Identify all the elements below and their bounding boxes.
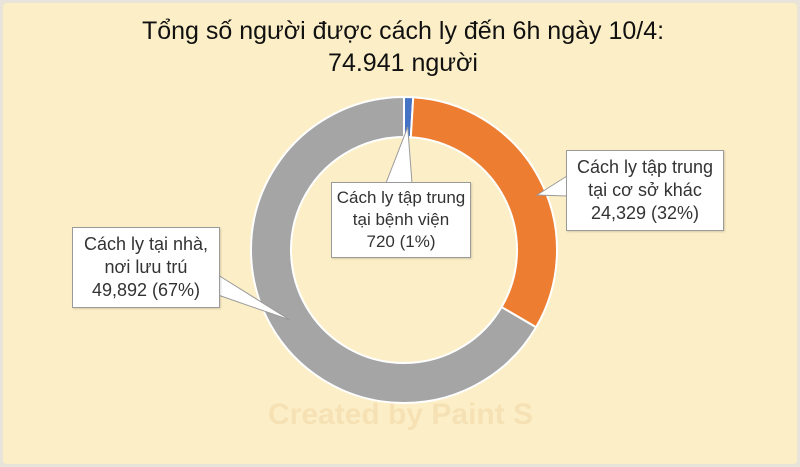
label-line: 24,329 (32%) xyxy=(590,203,700,223)
label-line: 720 (1%) xyxy=(366,232,436,251)
label-line: Cách ly tại nhà, xyxy=(83,234,209,254)
data-label-hospital: Cách ly tập trung tại bệnh viện 720 (1%) xyxy=(331,182,471,258)
label-line: nơi lưu trú xyxy=(104,257,188,277)
chart-title: Tổng số người được cách ly đến 6h ngày 1… xyxy=(3,15,797,79)
data-label-other-facility: Cách ly tập trung tại cơ sở khác 24,329 … xyxy=(566,150,724,231)
label-line: Cách ly tập trung xyxy=(576,157,714,177)
label-line: Cách ly tập trung xyxy=(336,188,466,207)
label-line: 49,892 (67%) xyxy=(91,280,201,300)
donut-slice xyxy=(250,95,538,404)
label-line: tại bệnh viện xyxy=(352,210,450,229)
data-label-home: Cách ly tại nhà, nơi lưu trú 49,892 (67%… xyxy=(72,227,220,308)
label-line: tại cơ sở khác xyxy=(588,180,702,200)
title-line-2: 74.941 người xyxy=(328,49,478,77)
title-line-1: Tổng số người được cách ly đến 6h ngày 1… xyxy=(141,17,665,45)
